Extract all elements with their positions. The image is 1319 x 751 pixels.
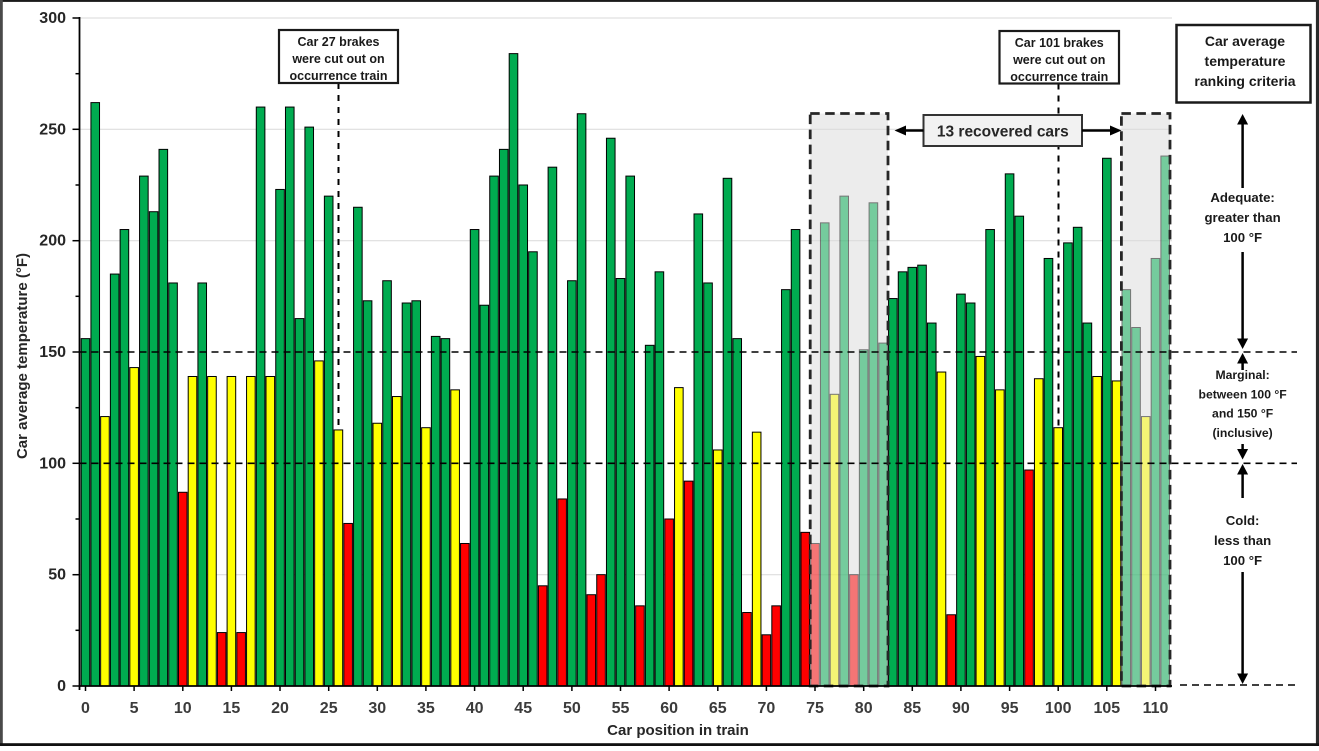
- svg-text:200: 200: [39, 233, 66, 250]
- svg-text:Adequate:: Adequate:: [1210, 190, 1274, 205]
- svg-text:10: 10: [174, 700, 192, 717]
- svg-text:30: 30: [368, 700, 386, 717]
- svg-text:Marginal:: Marginal:: [1216, 368, 1270, 382]
- svg-text:Car average temperature (°F): Car average temperature (°F): [14, 253, 31, 459]
- svg-text:100: 100: [1045, 700, 1072, 717]
- svg-text:50: 50: [563, 700, 581, 717]
- svg-text:45: 45: [514, 700, 532, 717]
- svg-text:50: 50: [48, 567, 66, 584]
- svg-text:0: 0: [81, 700, 90, 717]
- svg-text:100 °F: 100 °F: [1223, 230, 1262, 245]
- svg-text:were cut out on: were cut out on: [1012, 53, 1105, 67]
- svg-text:150: 150: [39, 344, 66, 361]
- svg-text:5: 5: [130, 700, 139, 717]
- svg-text:25: 25: [320, 700, 338, 717]
- svg-text:90: 90: [952, 700, 970, 717]
- svg-text:65: 65: [709, 700, 727, 717]
- svg-text:55: 55: [612, 700, 630, 717]
- svg-text:250: 250: [39, 121, 66, 138]
- svg-text:Car 27 brakes: Car 27 brakes: [297, 35, 379, 49]
- svg-text:60: 60: [660, 700, 678, 717]
- svg-text:occurrence train: occurrence train: [1010, 70, 1108, 84]
- svg-text:40: 40: [466, 700, 484, 717]
- svg-text:20: 20: [271, 700, 289, 717]
- svg-text:105: 105: [1093, 700, 1120, 717]
- svg-text:100: 100: [39, 455, 66, 472]
- svg-text:greater than: greater than: [1204, 210, 1280, 225]
- svg-text:Car position in train: Car position in train: [607, 722, 749, 739]
- svg-text:temperature: temperature: [1205, 53, 1286, 69]
- svg-text:75: 75: [806, 700, 824, 717]
- svg-text:between 100 °F: between 100 °F: [1199, 387, 1287, 401]
- svg-text:were cut out on: were cut out on: [291, 52, 384, 66]
- svg-text:70: 70: [758, 700, 776, 717]
- svg-text:110: 110: [1143, 700, 1169, 717]
- svg-text:35: 35: [417, 700, 435, 717]
- svg-text:85: 85: [903, 700, 921, 717]
- svg-text:and 150 °F: and 150 °F: [1212, 407, 1273, 421]
- svg-text:80: 80: [855, 700, 873, 717]
- svg-text:Car 101 brakes: Car 101 brakes: [1015, 36, 1104, 50]
- svg-text:occurrence train: occurrence train: [290, 69, 388, 83]
- svg-text:less than: less than: [1214, 533, 1271, 548]
- svg-text:0: 0: [57, 678, 66, 695]
- svg-text:100 °F: 100 °F: [1223, 553, 1262, 568]
- svg-text:(inclusive): (inclusive): [1212, 426, 1272, 440]
- svg-text:15: 15: [223, 700, 241, 717]
- svg-text:Car average: Car average: [1205, 33, 1285, 49]
- svg-text:300: 300: [39, 10, 66, 27]
- svg-text:13 recovered cars: 13 recovered cars: [937, 124, 1069, 141]
- svg-text:ranking criteria: ranking criteria: [1194, 73, 1295, 89]
- svg-text:Cold:: Cold:: [1226, 513, 1260, 528]
- svg-text:95: 95: [1001, 700, 1019, 717]
